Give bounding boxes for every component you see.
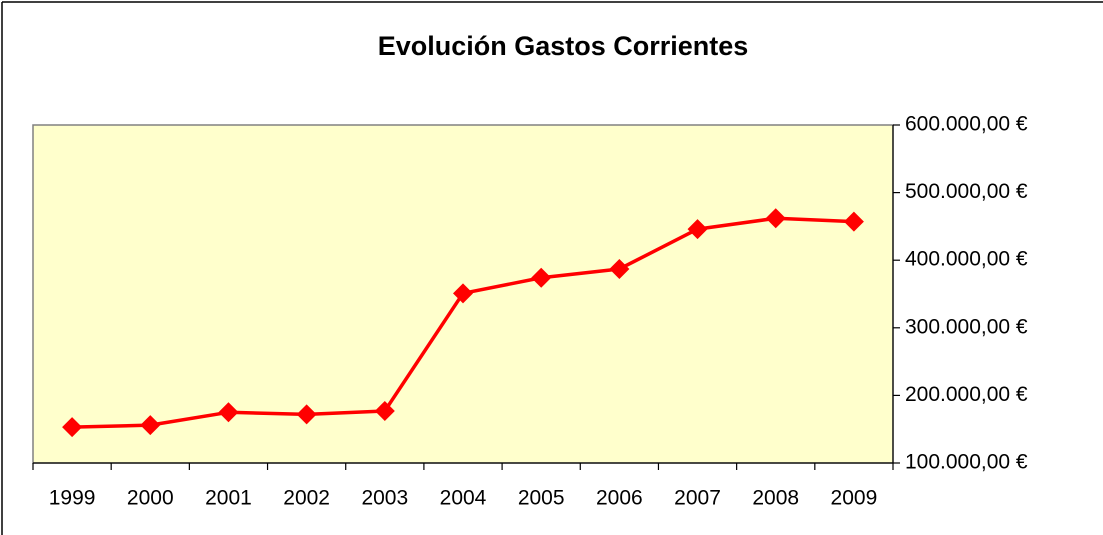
x-tick-label: 2002 — [283, 487, 330, 510]
x-tick-label: 2004 — [440, 487, 487, 510]
y-tick-label: 100.000,00 € — [905, 451, 1028, 474]
y-tick-label: 500.000,00 € — [905, 180, 1028, 203]
marker — [531, 267, 552, 288]
marker — [296, 404, 317, 425]
marker — [687, 219, 708, 240]
marker — [609, 258, 630, 279]
y-tick-label: 200.000,00 € — [905, 383, 1028, 406]
x-tick-label: 2000 — [127, 487, 174, 510]
x-tick-label: 2007 — [674, 487, 721, 510]
y-tick-label: 400.000,00 € — [905, 248, 1028, 271]
marker — [218, 402, 239, 423]
marker — [374, 400, 395, 421]
x-tick-label: 2003 — [361, 487, 408, 510]
x-tick-label: 2008 — [752, 487, 799, 510]
marker — [765, 208, 786, 229]
x-tick-label: 2001 — [205, 487, 252, 510]
marker — [843, 211, 864, 232]
y-tick-label: 600.000,00 € — [905, 113, 1028, 136]
x-tick-label: 2006 — [596, 487, 643, 510]
x-tick-label: 1999 — [49, 487, 96, 510]
marker — [62, 417, 83, 438]
y-tick-label: 300.000,00 € — [905, 315, 1028, 338]
chart-title: Evolución Gastos Corrientes — [378, 31, 749, 61]
x-tick-label: 2009 — [831, 487, 878, 510]
x-tick-label: 2005 — [518, 487, 565, 510]
marker — [453, 283, 473, 304]
marker — [140, 415, 161, 436]
